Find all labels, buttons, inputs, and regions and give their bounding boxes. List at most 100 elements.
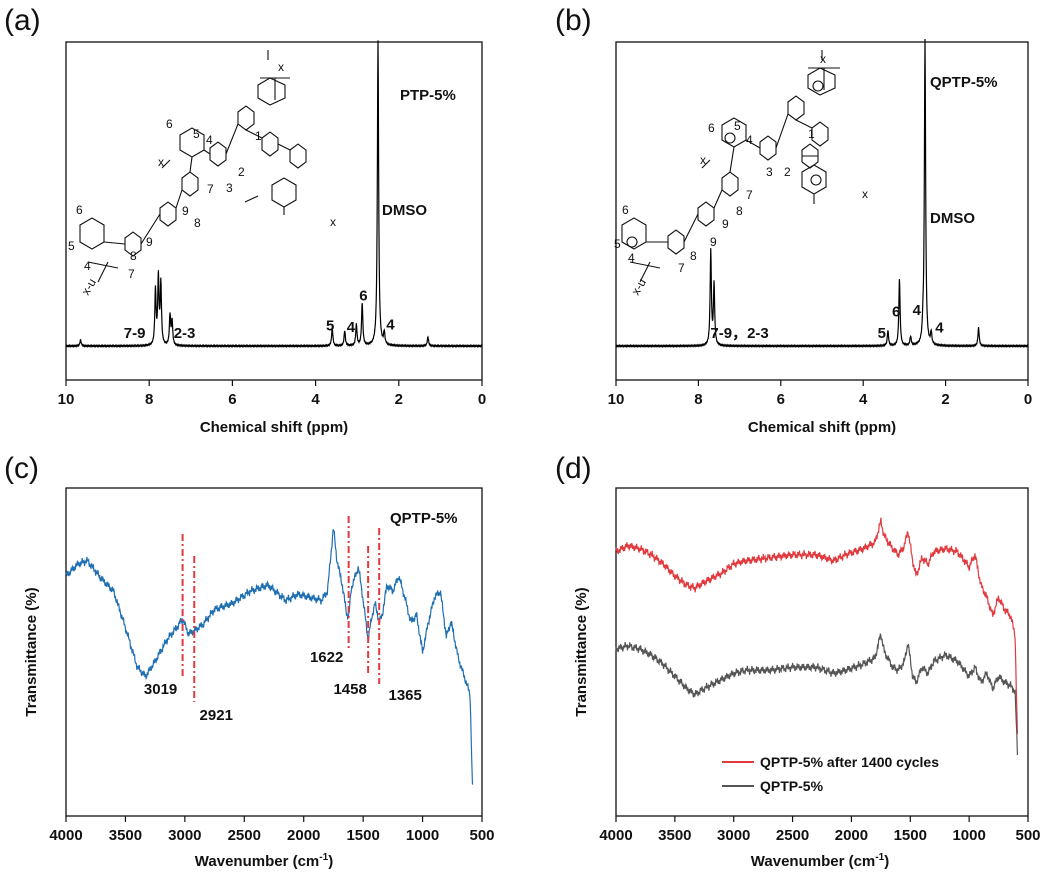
svg-text:x: x [820, 52, 826, 66]
panel-c-ylabel: Transmittance (%) [23, 587, 40, 716]
xtick-label: 4000 [49, 827, 82, 844]
svg-text:1: 1 [808, 127, 815, 141]
xtick-label: 2000 [835, 827, 868, 844]
panel-c-label: (c) [4, 452, 39, 485]
xtick-label: 4 [859, 391, 868, 408]
panel-b-solvent-label: DMSO [930, 210, 975, 227]
panel-d-xticks: 4000 3500 3000 2500 2000 1500 1000 500 [599, 816, 1041, 844]
panel-a-structure-labels: x 1 2 3 4 5 6 7 8 9 x x 6 5 4 7 8 9 x-u [68, 60, 336, 298]
panel-a-label: (a) [4, 4, 41, 37]
panel-d-ylabel: Transmittance (%) [573, 587, 590, 716]
svg-text:5: 5 [68, 239, 75, 253]
xtick-label: 0 [478, 391, 486, 408]
svg-text:1: 1 [255, 129, 262, 143]
peak-wavenumber-label: 1365 [389, 687, 422, 704]
svg-text:8: 8 [130, 249, 137, 263]
panel-b-structure-labels: x 1 2 3 4 5 6 7 8 9 x x 6 5 4 7 8 9 x-u [614, 52, 868, 298]
xtick-label: 3000 [168, 827, 201, 844]
xtick-label: 3500 [658, 827, 691, 844]
xtick-label: 10 [58, 391, 75, 408]
xtick-label: 8 [145, 391, 153, 408]
panel-b-sample-label: QPTP-5% [930, 74, 998, 91]
structure-line [260, 50, 290, 100]
xtick-label: 6 [777, 391, 785, 408]
panel-b-structure-drawing [621, 50, 840, 283]
panel-d-spectrum-after-cycles [615, 517, 1019, 734]
panel-c-xticks: 4000 3500 3000 2500 2000 1500 1000 500 [49, 816, 495, 844]
panel-a-spectrum [65, 40, 483, 349]
svg-text:7: 7 [678, 261, 685, 275]
peak-annotation: 5 [878, 325, 886, 342]
peak-annotation: 5 [326, 318, 334, 335]
xtick-label: 3000 [717, 827, 750, 844]
xtick-label: 1500 [894, 827, 927, 844]
xtick-label: 0 [1024, 391, 1032, 408]
svg-text:6: 6 [622, 203, 629, 217]
peak-wavenumber-label: 2921 [200, 707, 233, 724]
panel-a-sample-label: PTP-5% [400, 87, 456, 104]
xtick-label: 2000 [287, 827, 320, 844]
svg-text:7: 7 [746, 188, 753, 202]
xtick-label: 2 [941, 391, 949, 408]
panel-d-ftir: (d) 4000 3500 3000 2500 2000 1500 1000 500 QPTP… [555, 452, 1041, 870]
panel-c-peak-markers: 3019 2921 1622 1458 1365 [144, 516, 422, 724]
svg-text:7: 7 [128, 267, 135, 281]
xtick-label: 10 [608, 391, 625, 408]
xtick-label: 1000 [952, 827, 985, 844]
xtick-label: 2500 [228, 827, 261, 844]
svg-text:6: 6 [166, 117, 173, 131]
svg-text:2: 2 [238, 165, 245, 179]
svg-text:3: 3 [226, 181, 233, 195]
svg-text:4: 4 [628, 251, 635, 265]
svg-text:2: 2 [784, 165, 791, 179]
svg-text:5: 5 [734, 119, 741, 133]
svg-text:9: 9 [710, 235, 717, 249]
peak-annotation: 2-3 [174, 325, 196, 342]
panel-b-label: (b) [555, 4, 592, 37]
peak-annotation: 4 [913, 302, 922, 319]
svg-text:9: 9 [182, 204, 189, 218]
panel-b-nmr: (b) 10 8 6 4 2 0 QPTP-5% DMSO Chemical shift … [555, 4, 1032, 436]
peak-wavenumber-label: 3019 [144, 681, 177, 698]
svg-text:x: x [330, 215, 336, 229]
svg-text:x: x [278, 60, 284, 74]
xtick-label: 3500 [109, 827, 142, 844]
svg-text:6: 6 [708, 121, 715, 135]
peak-annotation: 4 [347, 319, 356, 336]
svg-text:7: 7 [207, 182, 214, 196]
xtick-label: 6 [228, 391, 236, 408]
peak-annotation: 6 [359, 288, 367, 305]
svg-text:8: 8 [194, 216, 201, 230]
svg-text:8: 8 [690, 249, 697, 263]
panel-b-xticks: 10 8 6 4 2 0 [608, 380, 1032, 408]
peak-wavenumber-label: 1622 [310, 649, 343, 666]
svg-text:6: 6 [76, 203, 83, 217]
xtick-label: 4000 [599, 827, 632, 844]
peak-annotation: 6 [892, 304, 900, 321]
svg-text:9: 9 [146, 235, 153, 249]
panel-b-xlabel: Chemical shift (ppm) [748, 419, 896, 436]
panel-a-frame [65, 41, 483, 381]
peak-wavenumber-label: 1458 [333, 681, 366, 698]
svg-text:8: 8 [736, 204, 743, 218]
panel-c-legend-label: QPTP-5% [390, 510, 458, 527]
panel-a-structure-drawing [79, 50, 307, 283]
panel-c-ftir: (c) 4000 3500 3000 2500 2000 1500 1000 500 QPTP… [4, 452, 495, 870]
panel-a-nmr: (a) 10 8 6 4 2 0 PTP-5% DMSO Chemical shift (… [4, 4, 486, 436]
xtick-label: 2500 [776, 827, 809, 844]
xtick-label: 8 [694, 391, 702, 408]
xtick-label: 500 [469, 827, 494, 844]
svg-text:4: 4 [746, 133, 753, 147]
panel-c-xlabel: Wavenumber (cm-1) [195, 852, 333, 870]
peak-annotation: 4 [935, 320, 944, 337]
legend-label-pristine: QPTP-5% [760, 778, 824, 794]
panel-b-spectrum [615, 38, 1029, 349]
xtick-label: 1500 [346, 827, 379, 844]
svg-text:5: 5 [193, 127, 200, 141]
panel-d-frame [615, 487, 1029, 817]
svg-text:3: 3 [766, 165, 773, 179]
svg-text:x-u: x-u [628, 276, 648, 297]
panel-d-label: (d) [555, 452, 592, 485]
panel-d-spectrum-pristine [615, 633, 1019, 756]
